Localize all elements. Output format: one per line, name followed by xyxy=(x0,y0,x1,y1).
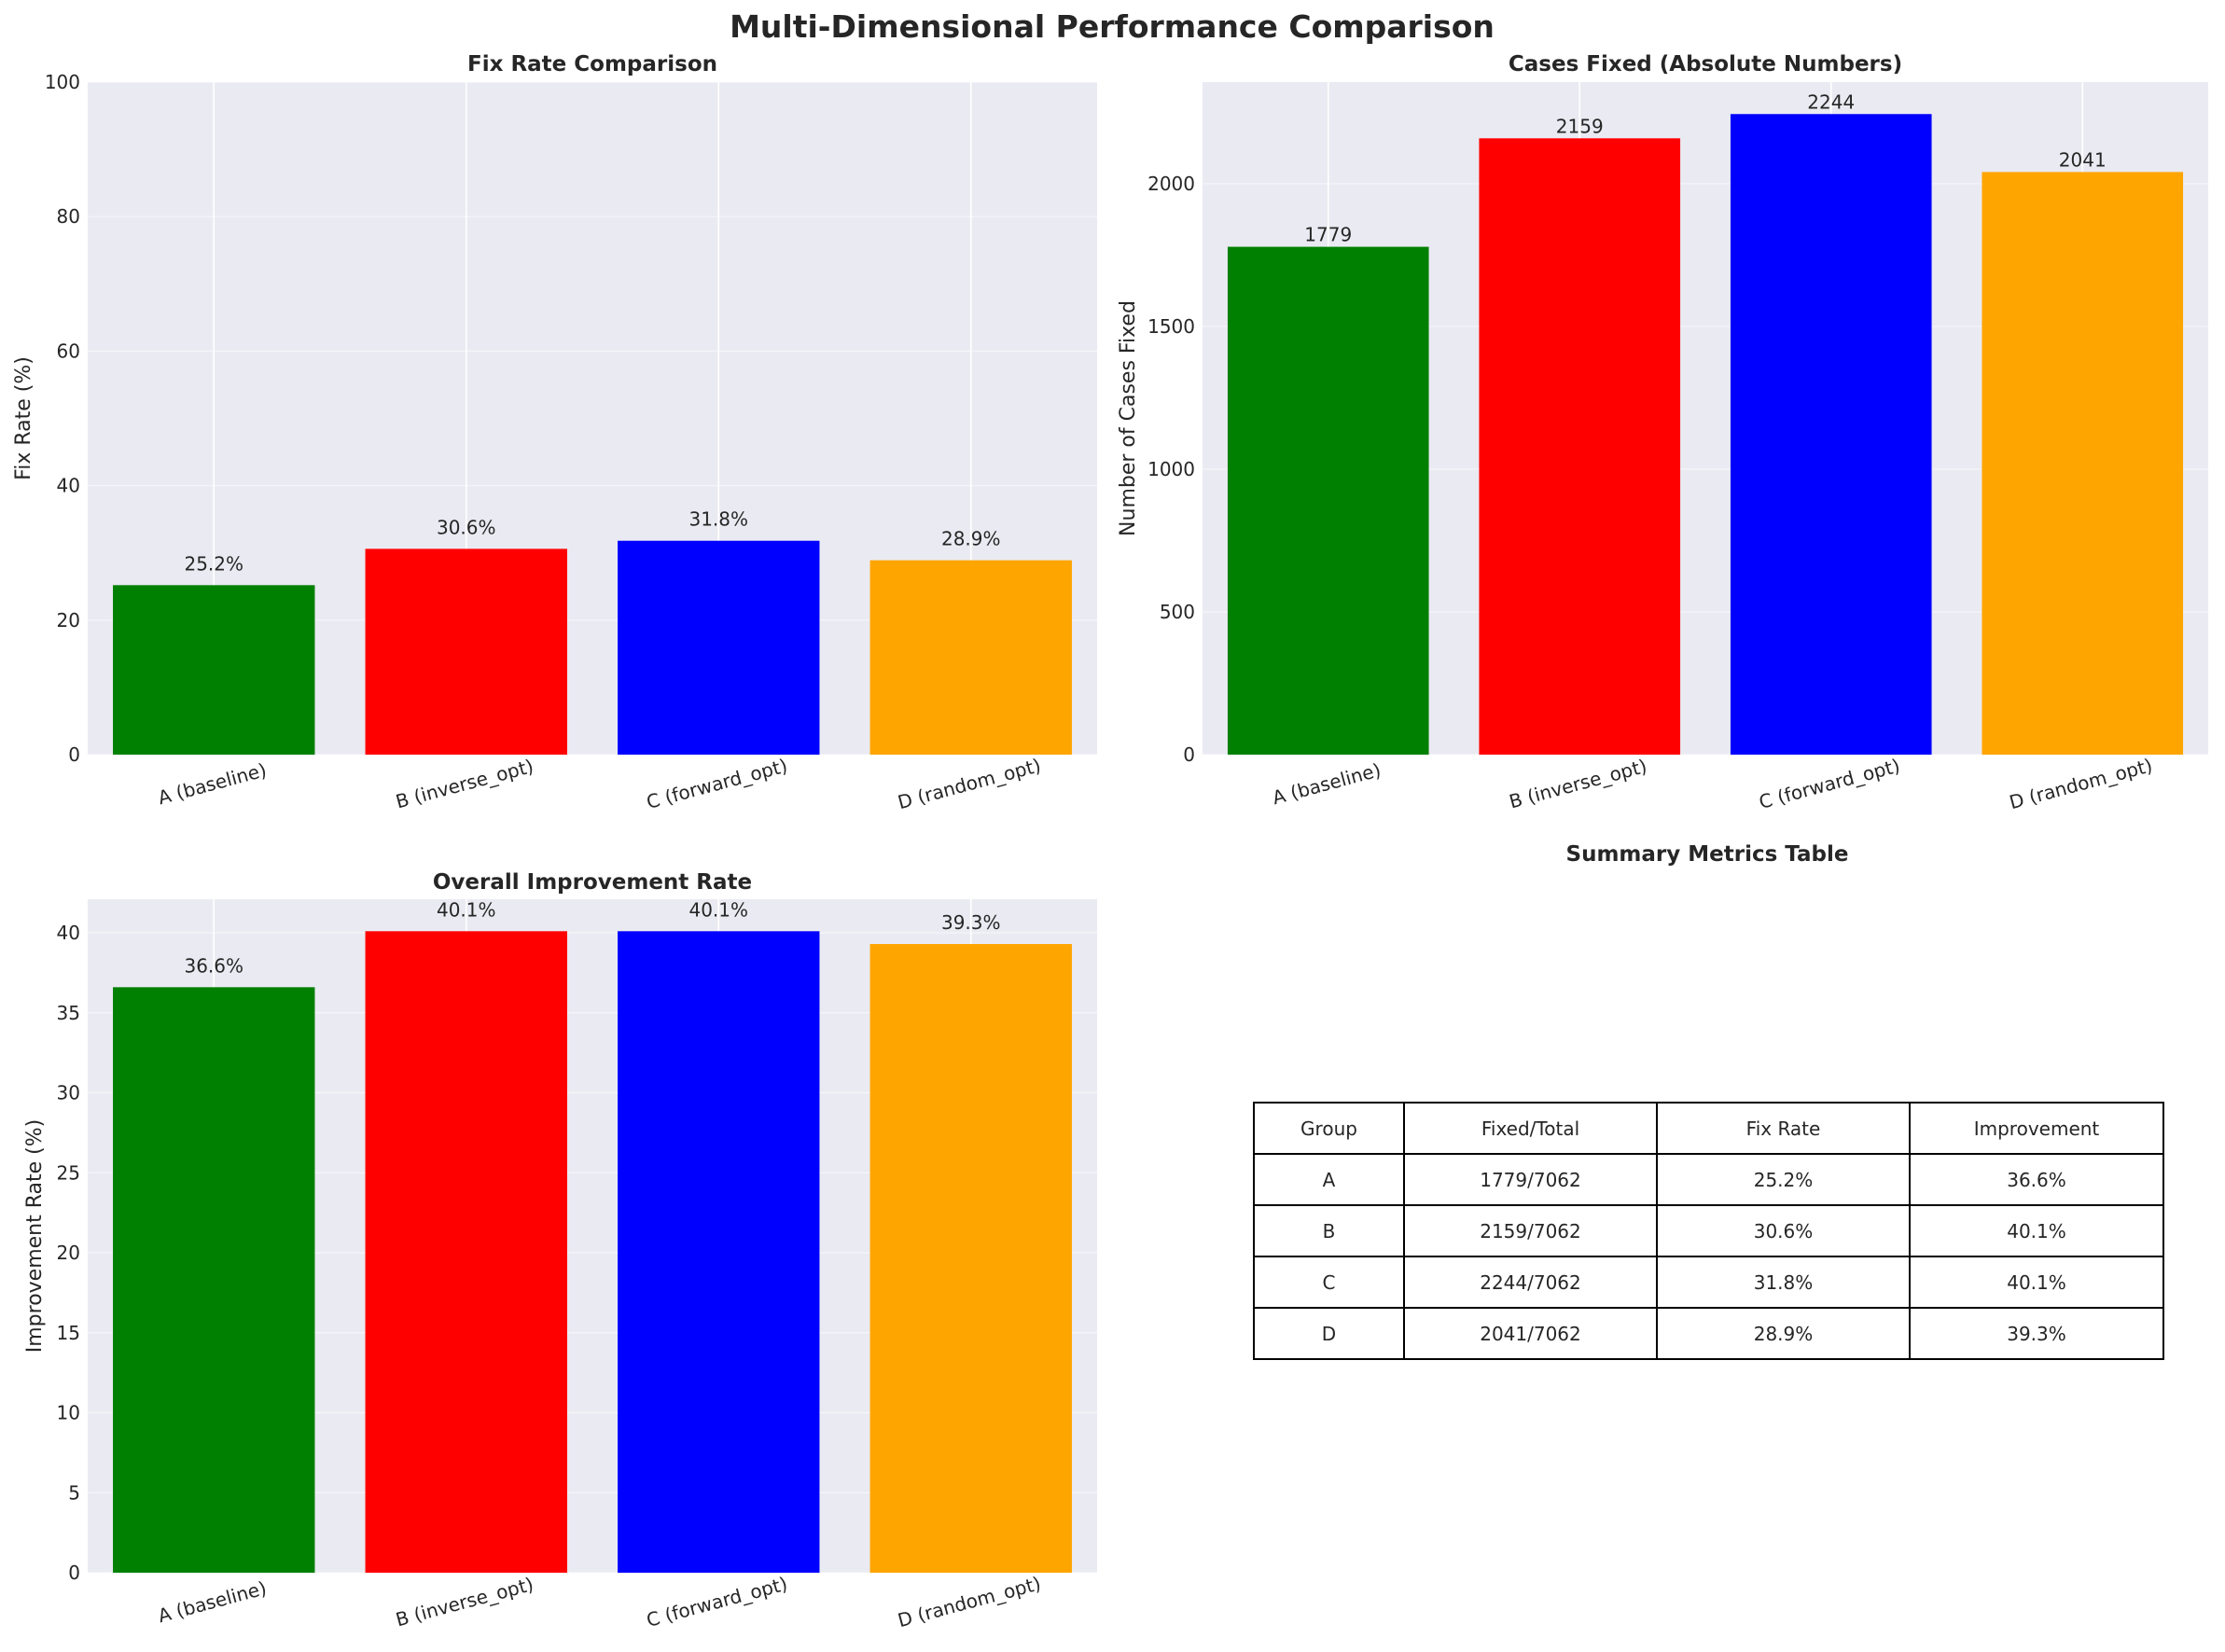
figure-title: Multi-Dimensional Performance Comparison xyxy=(730,8,1495,45)
chart3-y-tick-label: 0 xyxy=(68,1562,80,1584)
chart3-y-tick-label: 25 xyxy=(57,1161,80,1184)
chart2-x-tick-label: A (baseline) xyxy=(1270,758,1384,809)
table-row: D 2041/7062 28.9% 39.3% xyxy=(1253,1307,2164,1360)
table-cell: B xyxy=(1253,1204,1405,1257)
table-cell: A xyxy=(1253,1153,1405,1206)
chart2-y-tick-label: 1500 xyxy=(1147,315,1195,338)
chart3-bar xyxy=(618,931,820,1573)
chart1-y-tick-label: 100 xyxy=(45,71,80,93)
chart1-bar-value-label: 25.2% xyxy=(184,552,243,575)
chart1-bar xyxy=(113,585,315,755)
table-cell: 25.2% xyxy=(1656,1153,1911,1206)
chart1-bar xyxy=(365,548,567,755)
chart3-y-tick-label: 20 xyxy=(57,1242,80,1264)
chart1-y-tick-label: 80 xyxy=(57,205,80,228)
table-title: Summary Metrics Table xyxy=(1566,842,1849,867)
table-row: A 1779/7062 25.2% 36.6% xyxy=(1253,1153,2164,1206)
chart3-y-tick-label: 30 xyxy=(57,1082,80,1104)
chart3-y-axis-label: Improvement Rate (%) xyxy=(23,1119,47,1354)
chart3-x-tick-label: C (forward_opt) xyxy=(644,1573,789,1631)
table-cell: 40.1% xyxy=(1909,1204,2164,1257)
table-cell: D xyxy=(1253,1307,1405,1360)
chart1-x-tick-label: B (inverse_opt) xyxy=(394,755,536,812)
table-header-cell: Fixed/Total xyxy=(1403,1102,1658,1155)
chart3-bar-value-label: 36.6% xyxy=(184,954,243,977)
table-cell: 36.6% xyxy=(1909,1153,2164,1206)
table-cell: 31.8% xyxy=(1656,1256,1911,1309)
chart1-x-tick-label: D (random_opt) xyxy=(896,754,1044,813)
chart3-y-tick-label: 10 xyxy=(57,1402,80,1424)
chart2-y-tick-label: 0 xyxy=(1183,743,1195,766)
chart2-y-tick-label: 500 xyxy=(1160,601,1195,623)
chart2-x-tick-label: B (inverse_opt) xyxy=(1507,755,1649,812)
table-header-cell: Improvement xyxy=(1909,1102,2164,1155)
chart3-bar xyxy=(113,987,315,1573)
chart2-bar-value-label: 1779 xyxy=(1304,224,1352,246)
table-header-cell: Fix Rate xyxy=(1656,1102,1911,1155)
summary-metrics-table: Group Fixed/Total Fix Rate Improvement A… xyxy=(1253,1102,2164,1360)
chart2-bar xyxy=(1982,172,2184,755)
chart3-x-tick-label: B (inverse_opt) xyxy=(394,1573,536,1631)
table-header-cell: Group xyxy=(1253,1102,1405,1155)
chart2-y-axis-label: Number of Cases Fixed xyxy=(1117,300,1140,536)
chart3-bar-value-label: 39.3% xyxy=(941,911,1001,934)
table-cell: 39.3% xyxy=(1909,1307,2164,1360)
chart3-title: Overall Improvement Rate xyxy=(433,870,752,895)
table-row: B 2159/7062 30.6% 40.1% xyxy=(1253,1204,2164,1257)
table-cell: 28.9% xyxy=(1656,1307,1911,1360)
table-cell: 2159/7062 xyxy=(1403,1204,1658,1257)
table-cell: C xyxy=(1253,1256,1405,1309)
chart3-y-tick-label: 5 xyxy=(68,1481,80,1504)
chart1-y-tick-label: 60 xyxy=(57,340,80,362)
chart3-bar xyxy=(365,931,567,1573)
chart2-bar-value-label: 2041 xyxy=(2059,148,2107,171)
chart3-y-tick-label: 35 xyxy=(57,1002,80,1024)
chart1-y-axis-label: Fix Rate (%) xyxy=(12,356,35,480)
chart1-bar xyxy=(869,560,1072,755)
chart3-x-tick-label: D (random_opt) xyxy=(896,1572,1044,1631)
chart3-bar-value-label: 40.1% xyxy=(437,898,496,921)
chart2-y-tick-label: 1000 xyxy=(1147,458,1195,480)
chart1-y-tick-label: 40 xyxy=(57,475,80,497)
chart2-bar-value-label: 2159 xyxy=(1556,115,1604,137)
chart2-bar xyxy=(1479,138,1681,755)
table-cell: 2244/7062 xyxy=(1403,1256,1658,1309)
chart2-bar xyxy=(1227,246,1429,756)
table-header-row: Group Fixed/Total Fix Rate Improvement xyxy=(1253,1102,2164,1155)
chart2-x-tick-label: C (forward_opt) xyxy=(1757,755,1902,813)
chart3-bar xyxy=(869,944,1072,1573)
chart2-bar-value-label: 2244 xyxy=(1807,90,1855,113)
chart3-y-tick-label: 40 xyxy=(57,922,80,944)
chart1-bar-value-label: 28.9% xyxy=(941,528,1001,550)
chart1-bar-value-label: 31.8% xyxy=(688,508,748,531)
chart1-x-tick-label: C (forward_opt) xyxy=(644,755,789,813)
chart3-x-tick-label: A (baseline) xyxy=(156,1576,270,1627)
chart1-title: Fix Rate Comparison xyxy=(467,52,717,76)
chart1-y-tick-label: 20 xyxy=(57,609,80,632)
chart2-bar xyxy=(1730,114,1932,756)
chart1-bar xyxy=(618,540,820,755)
chart2-y-tick-label: 2000 xyxy=(1147,173,1195,195)
table-cell: 30.6% xyxy=(1656,1204,1911,1257)
chart3-y-tick-label: 15 xyxy=(57,1322,80,1344)
table-cell: 40.1% xyxy=(1909,1256,2164,1309)
chart1-x-tick-label: A (baseline) xyxy=(156,758,270,809)
chart2-title: Cases Fixed (Absolute Numbers) xyxy=(1509,52,1902,76)
table-cell: 2041/7062 xyxy=(1403,1307,1658,1360)
chart1-y-tick-label: 0 xyxy=(68,743,80,766)
table-cell: 1779/7062 xyxy=(1403,1153,1658,1206)
table-row: C 2244/7062 31.8% 40.1% xyxy=(1253,1256,2164,1309)
chart3-bar-value-label: 40.1% xyxy=(688,898,748,921)
chart1-bar-value-label: 30.6% xyxy=(437,516,496,538)
chart2-x-tick-label: D (random_opt) xyxy=(2007,754,2155,813)
